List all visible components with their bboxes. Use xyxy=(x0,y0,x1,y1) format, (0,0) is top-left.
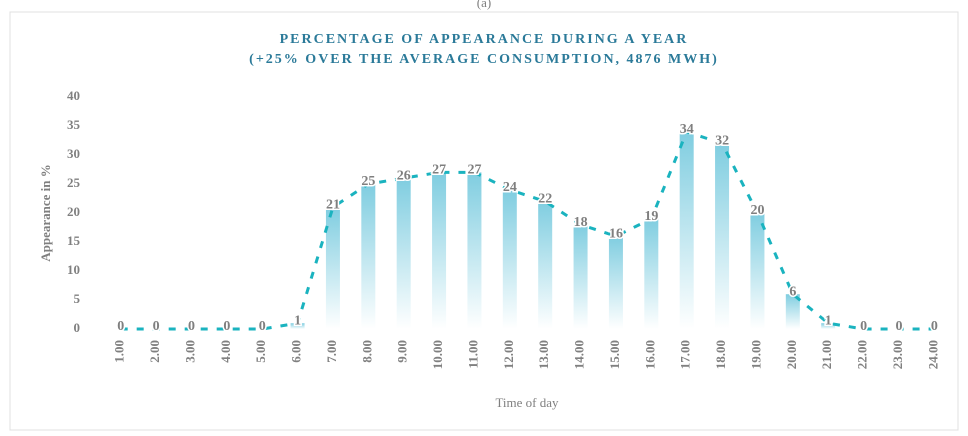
caption: (a) xyxy=(477,0,491,10)
data-label: 0 xyxy=(188,319,195,334)
y-tick-label: 30 xyxy=(67,146,80,161)
data-label: 27 xyxy=(467,163,481,178)
x-tick-label: 12.00 xyxy=(501,340,516,369)
data-label: 0 xyxy=(931,319,938,334)
data-label: 0 xyxy=(895,319,902,334)
bar xyxy=(750,213,765,329)
data-label: 1 xyxy=(294,313,301,328)
x-tick-label: 5.00 xyxy=(253,340,268,363)
bar xyxy=(573,224,588,329)
x-tick-label: 19.00 xyxy=(748,340,763,369)
bar xyxy=(396,178,411,329)
x-tick-label: 3.00 xyxy=(182,340,197,363)
x-tick-label: 17.00 xyxy=(678,340,693,369)
bar xyxy=(785,294,800,329)
y-tick-label: 25 xyxy=(67,175,81,190)
bar xyxy=(361,184,376,329)
bar xyxy=(538,201,553,329)
bar xyxy=(290,323,305,329)
data-label: 16 xyxy=(609,226,623,241)
x-tick-label: 20.00 xyxy=(784,340,799,369)
x-tick-label: 18.00 xyxy=(713,340,728,369)
y-tick-label: 5 xyxy=(74,291,81,306)
bar xyxy=(325,207,340,329)
x-tick-label: 14.00 xyxy=(572,340,587,369)
data-label: 26 xyxy=(397,168,411,183)
data-label: 21 xyxy=(326,197,340,212)
data-label: 27 xyxy=(432,163,446,178)
data-label: 19 xyxy=(644,209,658,224)
data-label: 20 xyxy=(750,203,764,218)
x-tick-label: 9.00 xyxy=(395,340,410,363)
data-label: 1 xyxy=(825,313,832,328)
data-label: 0 xyxy=(860,319,867,334)
data-label: 32 xyxy=(715,134,729,149)
y-tick-label: 35 xyxy=(67,117,81,132)
data-label: 22 xyxy=(538,192,552,207)
chart-border xyxy=(9,11,959,431)
y-tick-label: 0 xyxy=(74,320,81,335)
x-tick-label: 16.00 xyxy=(642,340,657,369)
y-tick-label: 10 xyxy=(67,262,80,277)
x-tick-label: 8.00 xyxy=(359,340,374,363)
data-label: 25 xyxy=(361,174,375,189)
data-label: 0 xyxy=(223,319,230,334)
x-tick-label: 10.00 xyxy=(430,340,445,369)
line-series xyxy=(120,129,935,331)
chart-subtitle: (+25% OVER THE AVERAGE CONSUMPTION, 4876… xyxy=(249,52,719,67)
bar xyxy=(821,323,836,329)
y-tick-label: 20 xyxy=(67,204,80,219)
bar xyxy=(715,143,730,329)
y-axis-title: Appearance in % xyxy=(38,164,53,262)
bar xyxy=(432,172,447,329)
data-label: 0 xyxy=(259,319,266,334)
x-tick-label: 21.00 xyxy=(819,340,834,369)
chart-title: PERCENTAGE OF APPEARANCE DURING A YEAR xyxy=(280,32,689,47)
bar xyxy=(502,189,517,329)
data-label: 34 xyxy=(680,122,694,137)
x-tick-label: 1.00 xyxy=(112,340,127,363)
data-label: 24 xyxy=(503,180,517,195)
x-tick-label: 6.00 xyxy=(289,340,304,363)
x-axis-title: Time of day xyxy=(495,395,559,410)
x-tick-label: 2.00 xyxy=(147,340,162,363)
data-label: 0 xyxy=(117,319,124,334)
x-tick-label: 22.00 xyxy=(855,340,870,369)
y-tick-label: 40 xyxy=(67,88,80,103)
x-tick-label: 24.00 xyxy=(925,340,940,369)
x-tick-label: 7.00 xyxy=(324,340,339,363)
data-label: 0 xyxy=(153,319,160,334)
data-label: 18 xyxy=(574,215,588,230)
y-tick-label: 15 xyxy=(67,233,81,248)
bar xyxy=(467,172,482,329)
bar xyxy=(644,218,659,329)
bar xyxy=(679,131,694,329)
x-tick-label: 13.00 xyxy=(536,340,551,369)
x-tick-label: 15.00 xyxy=(607,340,622,369)
x-tick-label: 11.00 xyxy=(465,340,480,369)
x-tick-label: 4.00 xyxy=(218,340,233,363)
bar xyxy=(608,236,623,329)
x-tick-label: 23.00 xyxy=(890,340,905,369)
data-label: 6 xyxy=(789,284,796,299)
